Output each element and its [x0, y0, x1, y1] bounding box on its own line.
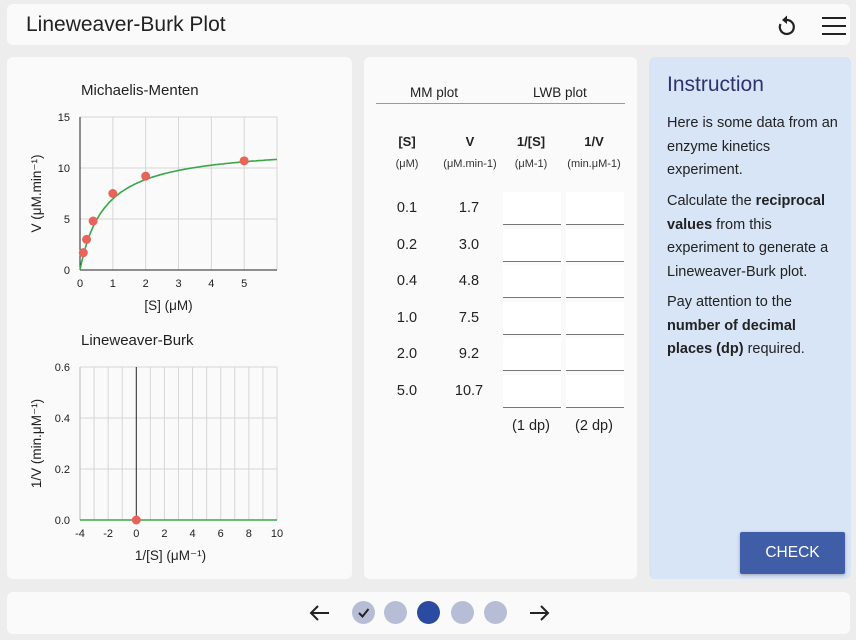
col-unit-s: (μM): [395, 158, 419, 170]
answer-inv-v-5[interactable]: [566, 338, 624, 371]
step-dot-5[interactable]: [484, 601, 507, 624]
charts-panel: [7, 57, 352, 579]
cell-v-5: 9.2: [458, 346, 480, 362]
x-tick-label: 4: [208, 278, 214, 290]
cell-s-4: 1.0: [396, 309, 418, 326]
lwb-plot-group-header: LWB plot: [533, 85, 587, 100]
x-tick-label: 5: [241, 278, 247, 290]
x-tick-label: -4: [75, 528, 85, 540]
lwb-data-point: [131, 515, 141, 525]
answer-inv-v-4[interactable]: [566, 301, 624, 335]
y-tick-label: 15: [58, 112, 70, 124]
mm-data-point: [78, 248, 88, 258]
x-tick-label: 0: [133, 528, 139, 540]
cell-v-3: 4.8: [458, 273, 480, 289]
cell-v-2: 3.0: [458, 236, 480, 253]
y-tick-label: 0.2: [55, 464, 70, 476]
y-tick-label: 0.0: [55, 515, 70, 527]
lwb-chart-title: Lineweaver-Burk: [81, 332, 194, 349]
inv-v-dp-hint: (2 dp): [575, 418, 613, 434]
lwb-x-axis-label: 1/[S] (μM⁻¹): [135, 548, 206, 563]
answer-inv-s-1[interactable]: [503, 192, 561, 225]
instruction-paragraph-2: Calculate the reciprocal values from thi…: [667, 193, 829, 280]
x-tick-label: 6: [218, 528, 224, 540]
col-unit-inv-s: (μM-1): [514, 158, 548, 170]
mm-data-point: [141, 171, 151, 181]
hamburger-menu-icon[interactable]: [821, 15, 847, 37]
cell-s-6: 5.0: [396, 382, 418, 399]
lwb-y-axis-label: 1/V (min.μM⁻¹): [29, 399, 44, 488]
x-tick-label: 3: [175, 278, 181, 290]
x-tick-label: 2: [161, 528, 167, 540]
instruction-title: Instruction: [667, 73, 764, 96]
mm-data-point: [239, 156, 249, 166]
y-tick-label: 0: [64, 265, 70, 277]
cell-s-3: 0.4: [396, 273, 418, 289]
cell-v-6: 10.7: [454, 382, 484, 399]
inv-s-dp-hint: (1 dp): [512, 418, 550, 434]
x-tick-label: 2: [143, 278, 149, 290]
mm-data-point: [82, 234, 92, 244]
col-header-v: V: [465, 134, 475, 149]
col-header-inv-s: 1/[S]: [516, 134, 546, 149]
x-tick-label: -2: [103, 528, 113, 540]
mm-data-point: [88, 216, 98, 226]
michaelis-menten-chart: 0 1 2 3 4 5 0 5 10 15 [S] (μM) V (μM.min⁻¹): [29, 112, 278, 313]
x-tick-label: 0: [77, 278, 83, 290]
answer-inv-s-3[interactable]: [503, 265, 561, 298]
arrow-left-icon[interactable]: [309, 603, 331, 623]
x-tick-label: 4: [190, 528, 196, 540]
col-unit-v: (μM.min-1): [443, 158, 497, 170]
step-dot-2[interactable]: [384, 601, 407, 624]
x-tick-label: 10: [271, 528, 283, 540]
cell-v-4: 7.5: [458, 309, 480, 326]
col-unit-inv-v: (min.μM-1): [567, 158, 621, 170]
mm-x-axis-label: [S] (μM): [144, 298, 192, 313]
arrow-right-icon[interactable]: [528, 603, 550, 623]
cell-s-1: 0.1: [396, 200, 418, 216]
instruction-paragraph-1: Here is some data from an enzyme kinetic…: [667, 115, 838, 178]
cell-v-1: 1.7: [458, 200, 480, 216]
cell-s-5: 2.0: [396, 346, 418, 362]
col-header-s: [S]: [398, 134, 416, 149]
check-button[interactable]: CHECK: [740, 532, 845, 574]
step-dot-4[interactable]: [451, 601, 474, 624]
y-tick-label: 10: [58, 163, 70, 175]
page-title: Lineweaver-Burk Plot: [26, 13, 226, 36]
answer-inv-v-2[interactable]: [566, 228, 624, 262]
step-dot-1[interactable]: [352, 601, 375, 624]
step-dot-3[interactable]: [417, 601, 440, 624]
answer-inv-v-6[interactable]: [566, 374, 624, 408]
y-tick-label: 5: [64, 214, 70, 226]
mm-data-point: [108, 189, 118, 198]
mm-plot-group-header: MM plot: [410, 85, 459, 100]
answer-inv-v-3[interactable]: [566, 265, 624, 298]
reset-icon[interactable]: [775, 14, 799, 38]
y-tick-label: 0.6: [55, 362, 70, 374]
instruction-panel: [649, 57, 851, 579]
answer-inv-s-5[interactable]: [503, 338, 561, 371]
lineweaver-burk-chart: -4 -2 0 2 4 6 8 10 0.0 0.2 0.4 0.6 1/[S] (μM⁻¹) 1/V (…: [29, 362, 283, 563]
checkmark-icon: [358, 608, 370, 618]
x-tick-label: 8: [246, 528, 252, 540]
header-divider: [376, 103, 625, 104]
mm-chart-title: Michaelis-Menten: [81, 82, 199, 99]
instruction-paragraph-3: Pay attention to the number of decimal p…: [667, 294, 805, 357]
col-header-inv-v: 1/V: [584, 134, 604, 149]
mm-y-axis-label: V (μM.min⁻¹): [29, 155, 44, 233]
answer-inv-s-4[interactable]: [503, 301, 561, 335]
answer-inv-v-1[interactable]: [566, 192, 624, 225]
answer-inv-s-2[interactable]: [503, 228, 561, 262]
x-tick-label: 1: [110, 278, 116, 290]
answer-inv-s-6[interactable]: [503, 374, 561, 408]
cell-s-2: 0.2: [396, 236, 418, 253]
y-tick-label: 0.4: [55, 413, 70, 425]
header-bar: Lineweaver-Burk Plot: [7, 4, 850, 45]
